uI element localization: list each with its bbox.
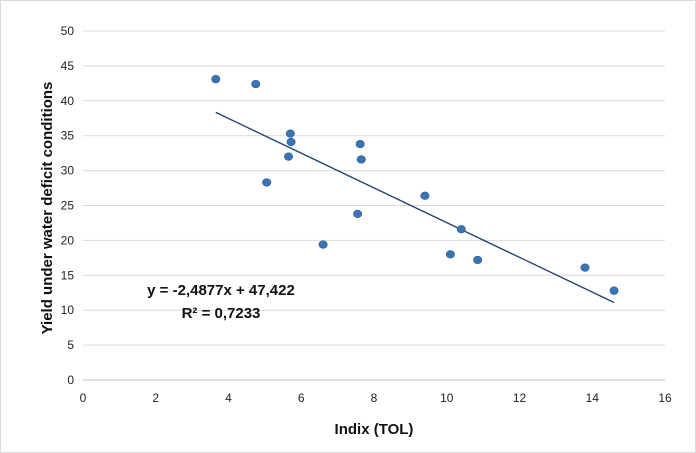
x-tick-label: 16 bbox=[658, 391, 672, 405]
y-tick-label: 20 bbox=[61, 233, 75, 247]
x-tick-label: 14 bbox=[586, 391, 600, 405]
y-tick-label: 50 bbox=[61, 24, 75, 38]
data-point bbox=[353, 209, 363, 218]
trendline bbox=[215, 111, 615, 304]
data-point bbox=[445, 250, 455, 259]
data-point bbox=[318, 240, 328, 249]
data-point bbox=[580, 263, 590, 272]
x-tick-label: 12 bbox=[513, 391, 527, 405]
y-tick-label: 10 bbox=[61, 303, 75, 317]
data-point bbox=[609, 286, 619, 295]
data-point bbox=[284, 152, 294, 161]
data-point bbox=[285, 129, 295, 138]
y-tick-label: 0 bbox=[67, 373, 74, 387]
y-tick-label: 15 bbox=[61, 268, 75, 282]
y-tick-label: 5 bbox=[67, 338, 74, 352]
y-axis-label: Yield under water deficit conditions bbox=[39, 82, 56, 335]
y-tick-label: 25 bbox=[61, 199, 75, 213]
trendline-equation: y = -2,4877x + 47,422 bbox=[147, 282, 295, 299]
gridlines bbox=[83, 30, 665, 346]
data-point bbox=[262, 178, 272, 187]
y-tick-label: 35 bbox=[61, 129, 75, 143]
data-point bbox=[356, 155, 366, 164]
trendline-r-squared: R² = 0,7233 bbox=[182, 305, 261, 322]
x-tick-label: 4 bbox=[225, 391, 232, 405]
data-point bbox=[286, 137, 296, 147]
x-tick-label: 2 bbox=[152, 391, 159, 405]
y-tick-labels: 0 5 10 15 20 25 30 35 40 45 50 bbox=[61, 24, 75, 387]
x-tick-label: 6 bbox=[298, 391, 305, 405]
data-point bbox=[211, 75, 221, 84]
data-point bbox=[355, 139, 365, 149]
y-tick-label: 40 bbox=[61, 94, 75, 108]
data-points bbox=[211, 75, 619, 295]
x-tick-label: 0 bbox=[80, 391, 87, 405]
data-point bbox=[456, 225, 466, 234]
x-axis-label: Indix (TOL) bbox=[335, 421, 414, 438]
data-point bbox=[473, 255, 483, 265]
x-tick-label: 10 bbox=[440, 391, 454, 405]
data-point bbox=[420, 191, 430, 200]
x-tick-labels: 0 2 4 6 8 10 12 14 16 bbox=[80, 391, 672, 405]
x-tick-label: 8 bbox=[371, 391, 378, 405]
y-tick-label: 45 bbox=[61, 59, 75, 73]
y-tick-label: 30 bbox=[61, 164, 75, 178]
data-point bbox=[251, 79, 261, 89]
